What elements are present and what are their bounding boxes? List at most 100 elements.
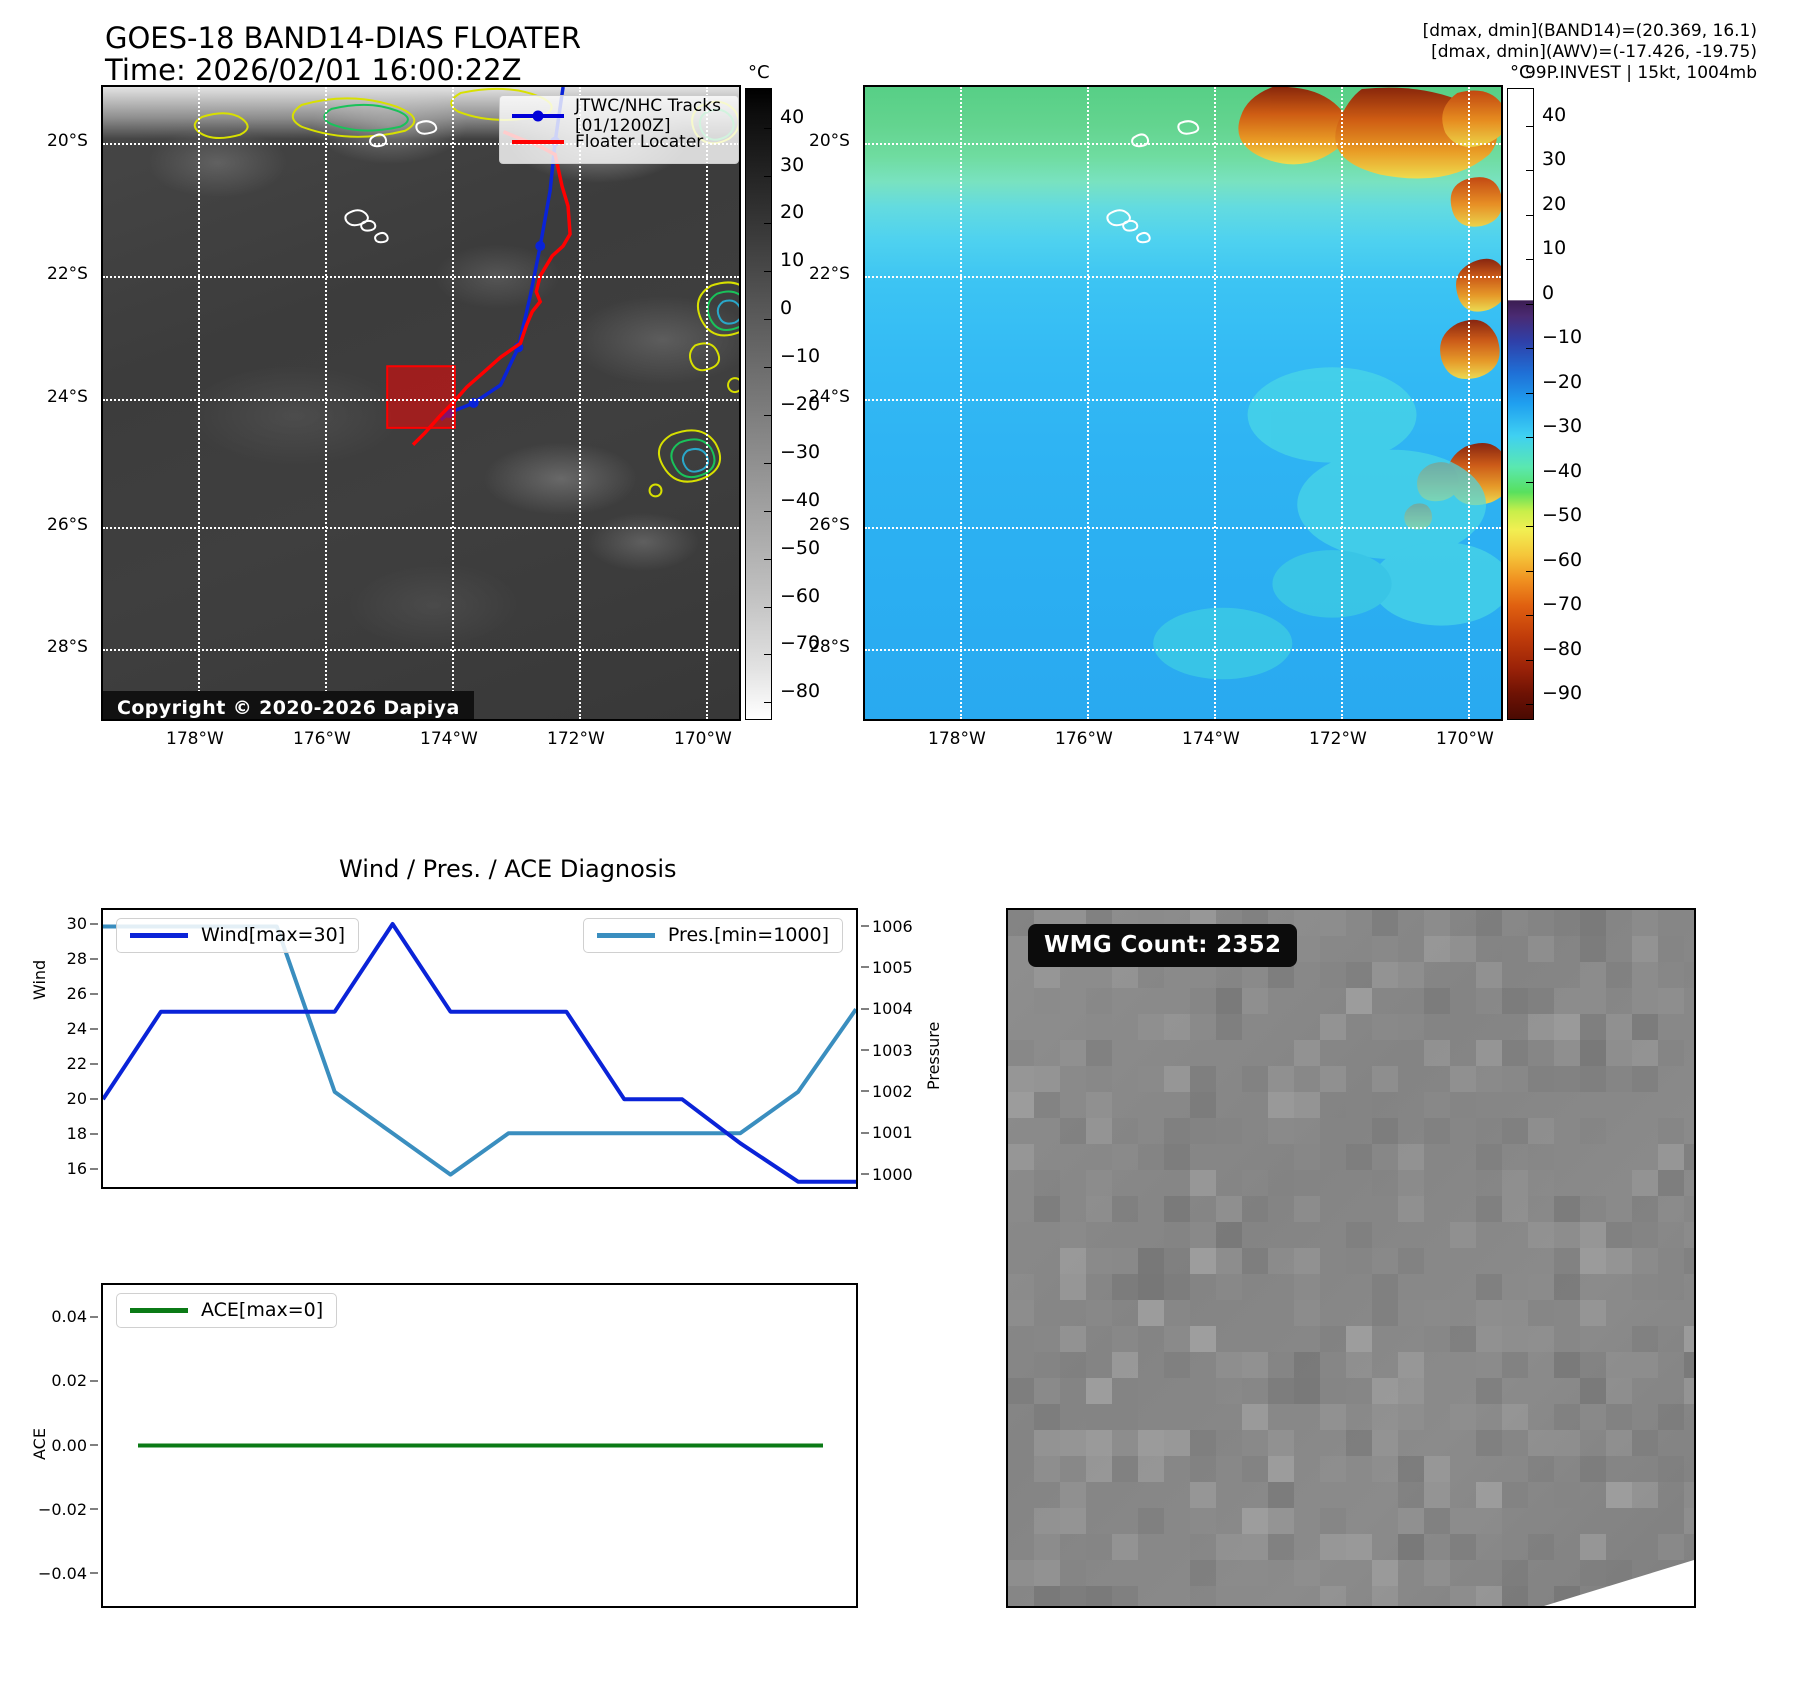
wind-tick-label: 26 [66, 984, 87, 1004]
colorbar-tick: −60 [763, 585, 820, 618]
colorbar-tick: −10 [1525, 326, 1582, 359]
awv-lat-label-20s: 20°S [809, 131, 850, 151]
left-colorbar [745, 88, 772, 720]
wmg-count-badge: WMG Count: 2352 [1028, 924, 1298, 967]
ace-legend-label: ACE[max=0] [201, 1299, 324, 1321]
storm-track-overlay [386, 87, 572, 446]
pressure-tick-label: 1003 [872, 1040, 913, 1060]
ir-lat-label-24s: 24°S [47, 387, 88, 407]
pressure-axis-label: Pressure [924, 1021, 943, 1090]
pressure-tick-label: 1002 [872, 1081, 913, 1101]
legend-row-tracks: JTWC/NHC Tracks [01/1200Z] [512, 96, 726, 136]
ace-axis-label: ACE [30, 1428, 49, 1460]
colorbar-tick: −80 [1525, 638, 1582, 671]
wind-legend: Wind[max=30] [116, 918, 360, 953]
ir-lat-label-22s: 22°S [47, 264, 88, 284]
awv-lat-label-22s: 22°S [809, 264, 850, 284]
wind-line-icon [130, 932, 188, 938]
colorbar-tick: 40 [1525, 104, 1566, 137]
ir-floater-map[interactable]: JTWC/NHC Tracks [01/1200Z] Floater Locat… [101, 85, 741, 721]
awv-lat-label-26s: 26°S [809, 515, 850, 535]
awv-lat-label-28s: 28°S [809, 637, 850, 657]
pressure-tick-label: 1000 [872, 1164, 913, 1184]
ir-lon-label-178w: 178°W [166, 729, 224, 749]
ace-line-icon [130, 1307, 188, 1313]
colorbar-tick: −20 [763, 393, 820, 426]
ir-lon-label-174w: 174°W [420, 729, 478, 749]
awv-enhanced-map[interactable] [863, 85, 1503, 721]
pressure-legend-label: Pres.[min=1000] [667, 924, 829, 946]
right-colorbar [1507, 88, 1534, 720]
band14-range-text: [dmax, dmin](BAND14)=(20.369, 16.1) [1422, 21, 1757, 41]
ace-chart[interactable]: ACE[max=0] [101, 1283, 858, 1608]
right-colorbar-unit: °C [1510, 62, 1532, 83]
colorbar-tick: −40 [1525, 460, 1582, 493]
ir-lat-label-20s: 20°S [47, 131, 88, 151]
ace-tick-label: 0.04 [51, 1307, 87, 1327]
wind-tick-label: 28 [66, 949, 87, 969]
colorbar-tick: 20 [763, 201, 804, 234]
pressure-tick-label: 1004 [872, 999, 913, 1019]
ace-tick-label: 0.00 [51, 1435, 87, 1455]
colorbar-tick: −70 [1525, 593, 1582, 626]
ace-tick-label: −0.02 [37, 1499, 87, 1519]
wmg-corner-clip [1544, 1560, 1694, 1606]
pressure-tick-label: 1001 [872, 1123, 913, 1143]
pressure-tick-label: 1006 [872, 916, 913, 936]
pressure-tick-label: 1005 [872, 957, 913, 977]
legend-row-floater: Floater Locater [512, 129, 726, 155]
wind-tick-label: 24 [66, 1019, 87, 1039]
wmg-mosaic-panel[interactable]: WMG Count: 2352 [1006, 908, 1696, 1608]
ace-legend: ACE[max=0] [116, 1293, 338, 1328]
awv-lat-label-24s: 24°S [809, 387, 850, 407]
ace-plot [138, 1443, 823, 1448]
track-line-icon [512, 114, 564, 118]
colorbar-tick: −90 [1525, 682, 1582, 715]
ir-map-legend: JTWC/NHC Tracks [01/1200Z] Floater Locat… [499, 95, 739, 164]
colorbar-tick: −50 [763, 537, 820, 570]
wind-tick-label: 20 [66, 1089, 87, 1109]
awv-range-text: [dmax, dmin](AWV)=(-17.426, -19.75) [1431, 42, 1757, 62]
colorbar-tick: 30 [763, 154, 804, 187]
colorbar-tick: 0 [763, 297, 792, 330]
page-title: GOES-18 BAND14-DIAS FLOATER [105, 21, 581, 55]
colorbar-tick: −80 [763, 680, 820, 713]
colorbar-tick: −30 [1525, 415, 1582, 448]
pressure-legend: Pres.[min=1000] [582, 918, 843, 953]
pressure-line-icon [596, 932, 655, 938]
ir-lat-label-26s: 26°S [47, 515, 88, 535]
legend-floater-label: Floater Locater [575, 132, 704, 152]
awv-lon-label-174w: 174°W [1182, 729, 1240, 749]
wind-tick-label: 18 [66, 1124, 87, 1144]
colorbar-tick: −30 [763, 441, 820, 474]
colorbar-tick: −20 [1525, 371, 1582, 404]
ace-tick-label: 0.02 [51, 1371, 87, 1391]
wind-legend-label: Wind[max=30] [201, 924, 346, 946]
left-colorbar-unit: °C [748, 62, 770, 83]
awv-lon-label-170w: 170°W [1436, 729, 1494, 749]
legend-tracks-label: JTWC/NHC Tracks [01/1200Z] [575, 96, 721, 136]
colorbar-tick: −10 [763, 345, 820, 378]
awv-lon-label-176w: 176°W [1055, 729, 1113, 749]
copyright-badge: Copyright © 2020-2026 Dapiya [103, 691, 474, 719]
colorbar-tick: −40 [763, 489, 820, 522]
wind-axis-label: Wind [30, 959, 49, 1000]
ir-lon-label-172w: 172°W [547, 729, 605, 749]
colorbar-tick: 10 [763, 249, 804, 282]
ir-lon-label-170w: 170°W [674, 729, 732, 749]
colorbar-tick: 40 [763, 106, 804, 139]
wind-tick-label: 30 [66, 914, 87, 934]
colorbar-tick: −70 [763, 632, 820, 665]
colorbar-tick: 10 [1525, 237, 1566, 270]
wind-chart-title: Wind / Pres. / ACE Diagnosis [339, 855, 677, 883]
ir-lon-label-176w: 176°W [293, 729, 351, 749]
colorbar-tick: −50 [1525, 504, 1582, 537]
wind-tick-label: 22 [66, 1054, 87, 1074]
awv-lon-label-178w: 178°W [928, 729, 986, 749]
floater-line-icon [512, 140, 564, 144]
wmg-cells-overlay [1008, 910, 1694, 1606]
awv-lon-label-172w: 172°W [1309, 729, 1367, 749]
wind-pressure-chart[interactable]: Wind[max=30] Pres.[min=1000] [101, 908, 858, 1189]
ace-tick-label: −0.04 [37, 1563, 87, 1583]
ir-lat-label-28s: 28°S [47, 637, 88, 657]
